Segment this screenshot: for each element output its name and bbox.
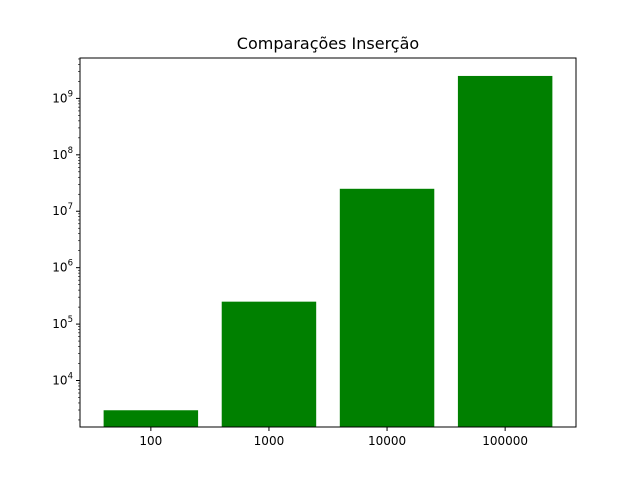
y-tick-label: 104	[52, 372, 73, 388]
x-tick-label: 10000	[368, 434, 406, 448]
x-tick-label: 100000	[482, 434, 528, 448]
y-tick-base: 10	[52, 204, 67, 218]
y-tick-label: 109	[52, 89, 73, 105]
x-tick-label: 1000	[254, 434, 285, 448]
bar-group	[103, 75, 553, 427]
y-tick-base: 10	[52, 91, 67, 105]
y-tick-exponent: 5	[68, 315, 73, 325]
y-tick-label: 108	[52, 146, 73, 162]
bar-100000	[457, 75, 553, 427]
bar-1000	[221, 301, 317, 427]
chart-title: Comparações Inserção	[237, 34, 419, 53]
y-tick-exponent: 9	[68, 89, 73, 99]
y-tick-exponent: 7	[68, 202, 73, 212]
y-tick-label: 107	[52, 202, 73, 218]
bar-10000	[339, 188, 435, 427]
y-tick-base: 10	[52, 148, 67, 162]
y-tick-label: 106	[52, 259, 73, 275]
y-tick-base: 10	[52, 374, 67, 388]
y-tick-label: 105	[52, 315, 73, 331]
y-tick-exponent: 6	[68, 259, 73, 269]
x-tick-label: 100	[139, 434, 162, 448]
y-tick-exponent: 4	[68, 372, 73, 382]
bar-100	[103, 410, 199, 427]
plot-frame	[79, 57, 577, 428]
y-tick-base: 10	[52, 317, 67, 331]
y-tick-exponent: 8	[68, 146, 73, 156]
x-axis: 100 1000 10000 100000	[139, 427, 528, 448]
y-tick-base: 10	[52, 261, 67, 275]
